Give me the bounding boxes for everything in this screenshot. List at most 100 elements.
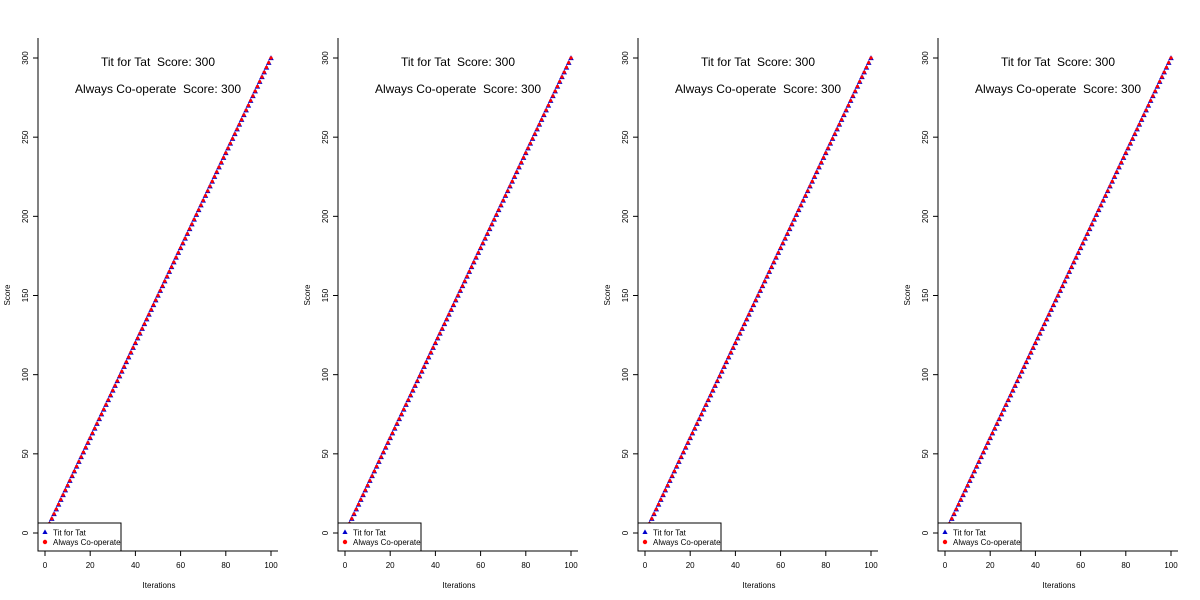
x-tick-label: 40: [431, 561, 440, 570]
legend-marker-circle: [942, 539, 948, 545]
data-point-circle: [819, 160, 823, 165]
y-tick-label: 150: [321, 288, 330, 302]
data-point-circle: [666, 483, 670, 488]
x-tick-label: 60: [176, 561, 185, 570]
data-point-circle: [136, 336, 140, 340]
legend-label-tit-for-tat: Tit for Tat: [53, 529, 87, 538]
data-point-circle: [230, 137, 235, 141]
data-point-circle: [108, 393, 113, 397]
data-point-circle: [242, 113, 246, 117]
data-point-circle: [436, 336, 440, 340]
data-point-circle: [212, 175, 217, 179]
data-point-circle: [984, 445, 988, 450]
series-tit-for-tat: [644, 55, 874, 531]
data-point-circle: [792, 217, 796, 222]
data-point-circle: [842, 113, 846, 117]
data-point-circle: [679, 455, 683, 459]
data-point-circle: [560, 75, 564, 79]
data-point-circle: [1108, 184, 1112, 188]
data-point-circle: [379, 455, 383, 459]
y-tick-label: 200: [621, 209, 630, 223]
data-point-circle: [188, 227, 192, 231]
data-point-circle: [201, 198, 205, 203]
data-point-circle: [517, 165, 521, 169]
data-point-circle: [733, 341, 738, 345]
legend-label-always-cooperate: Always Co-operate: [353, 538, 421, 547]
data-point-circle: [966, 483, 970, 488]
data-point-circle: [460, 284, 465, 288]
data-point-circle: [546, 103, 551, 108]
data-point-circle: [551, 94, 555, 98]
data-point-circle: [246, 103, 250, 108]
y-tick-label: 300: [321, 51, 330, 65]
data-point-circle: [977, 460, 981, 464]
y-tick-label: 0: [621, 530, 630, 535]
x-tick-label: 80: [821, 561, 830, 570]
data-point-circle: [1124, 151, 1128, 155]
data-point-circle: [258, 80, 262, 84]
data-point-circle: [501, 198, 505, 203]
x-tick-label: 40: [731, 561, 740, 570]
data-point-circle: [368, 479, 372, 483]
y-tick-label: 50: [321, 449, 330, 458]
data-point-circle: [1092, 217, 1096, 222]
data-point-circle: [474, 255, 478, 260]
data-point-circle: [111, 388, 115, 393]
data-point-circle: [788, 227, 792, 231]
data-point-circle: [1135, 127, 1139, 131]
data-point-circle: [129, 350, 133, 355]
data-point-circle: [503, 194, 508, 198]
data-point-circle: [1106, 189, 1110, 193]
legend-label-always-cooperate: Always Co-operate: [53, 538, 121, 547]
data-point-circle: [179, 246, 183, 250]
series-tit-for-tat: [944, 55, 1174, 531]
data-point-circle: [352, 512, 356, 516]
data-point-circle: [722, 365, 726, 369]
data-point-circle: [661, 493, 665, 497]
data-point-circle: [233, 132, 237, 136]
data-point-circle: [981, 450, 986, 454]
data-point-circle: [1015, 379, 1019, 383]
data-point-circle: [699, 412, 704, 416]
x-tick-label: 100: [264, 561, 278, 570]
data-point-circle: [384, 445, 388, 450]
data-point-circle: [736, 336, 740, 340]
data-point-circle: [442, 322, 447, 326]
legend-box: [637, 522, 722, 552]
data-point-circle: [1013, 384, 1017, 388]
data-point-circle: [1121, 156, 1126, 160]
data-point-circle: [1047, 312, 1051, 317]
data-point-circle: [226, 146, 230, 150]
data-point-circle: [264, 65, 269, 70]
y-tick-label: 0: [921, 530, 930, 535]
y-tick-label: 100: [921, 367, 930, 381]
data-point-circle: [765, 274, 769, 279]
data-point-circle: [672, 469, 676, 473]
data-point-circle: [88, 436, 92, 440]
data-point-circle: [963, 488, 967, 492]
x-axis-title: Iterations: [1043, 581, 1076, 590]
data-point-circle: [63, 488, 67, 492]
y-tick-label: 50: [21, 449, 30, 458]
data-point-circle: [156, 293, 160, 298]
data-point-circle: [862, 70, 866, 74]
data-point-circle: [867, 61, 871, 65]
data-point-circle: [1060, 284, 1065, 288]
data-point-circle: [399, 412, 404, 416]
data-point-circle: [1017, 374, 1022, 378]
data-point-circle: [1054, 298, 1058, 302]
data-point-circle: [956, 502, 961, 507]
data-point-circle: [133, 341, 137, 345]
data-point-circle: [160, 284, 165, 288]
data-point-circle: [779, 246, 783, 250]
data-point-circle: [431, 346, 435, 350]
y-tick-label: 50: [921, 449, 930, 458]
data-point-circle: [84, 445, 88, 450]
data-point-circle: [1149, 99, 1153, 103]
data-point-circle: [1072, 260, 1076, 264]
legend-marker-triangle: [642, 529, 648, 534]
y-tick-label: 300: [21, 51, 30, 65]
data-point-circle: [745, 317, 749, 321]
data-point-circle: [749, 308, 753, 312]
data-point-circle: [1058, 289, 1062, 293]
